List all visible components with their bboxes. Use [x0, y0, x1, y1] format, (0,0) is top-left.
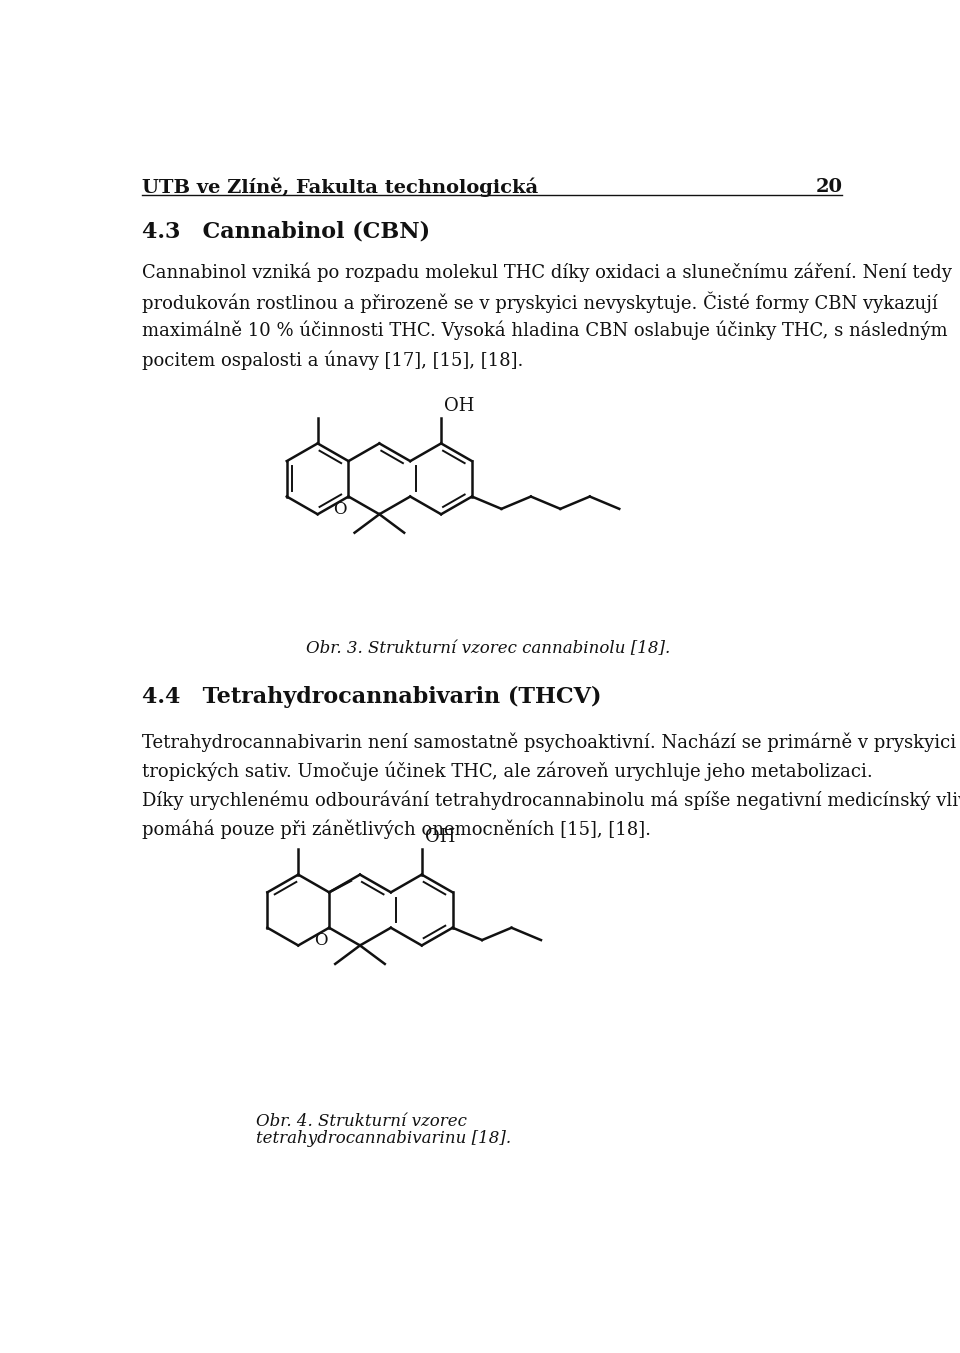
Text: O: O	[333, 501, 347, 518]
Text: Obr. 4. Strukturní vzorec: Obr. 4. Strukturní vzorec	[255, 1114, 467, 1130]
Text: pocitem ospalosti a únavy [17], [15], [18].: pocitem ospalosti a únavy [17], [15], [1…	[142, 350, 523, 369]
Text: Cannabinol vzniká po rozpadu molekul THC díky oxidaci a slunečnímu záření. Není : Cannabinol vzniká po rozpadu molekul THC…	[142, 262, 951, 281]
Text: OH: OH	[425, 828, 455, 846]
Text: produkován rostlinou a přirozeně se v pryskyici nevyskytuje. Čisté formy CBN vyk: produkován rostlinou a přirozeně se v pr…	[142, 292, 938, 314]
Text: tropických sativ. Umočuje účinek THC, ale zároveň urychluje jeho metabolizaci.: tropických sativ. Umočuje účinek THC, al…	[142, 762, 873, 781]
Text: 4.4 Tetrahydrocannabivarin (THCV): 4.4 Tetrahydrocannabivarin (THCV)	[142, 686, 601, 708]
Text: UTB ve Zlíně, Fakulta technologická: UTB ve Zlíně, Fakulta technologická	[142, 177, 538, 198]
Text: 20: 20	[815, 177, 842, 196]
Text: Obr. 3. Strukturní vzorec cannabinolu [18].: Obr. 3. Strukturní vzorec cannabinolu [1…	[306, 640, 670, 656]
Text: pomáhá pouze při zánětlivých onemocněních [15], [18].: pomáhá pouze při zánětlivých onemocněníc…	[142, 820, 651, 839]
Text: Tetrahydrocannabivarin není samostatně psychoaktivní. Nachází se primárně v prys: Tetrahydrocannabivarin není samostatně p…	[142, 732, 956, 752]
Text: maximálně 10 % účinnosti THC. Vysoká hladina CBN oslabuje účinky THC, s následný: maximálně 10 % účinnosti THC. Vysoká hla…	[142, 321, 948, 341]
Text: OH: OH	[444, 396, 474, 415]
Text: tetrahydrocannabivarinu [18].: tetrahydrocannabivarinu [18].	[255, 1130, 511, 1147]
Text: 4.3 Cannabinol (CBN): 4.3 Cannabinol (CBN)	[142, 221, 430, 242]
Text: Díky urychlenému odbourávání tetrahydrocannabinolu má spíše negativní medicínský: Díky urychlenému odbourávání tetrahydroc…	[142, 790, 960, 810]
Text: O: O	[314, 932, 327, 950]
